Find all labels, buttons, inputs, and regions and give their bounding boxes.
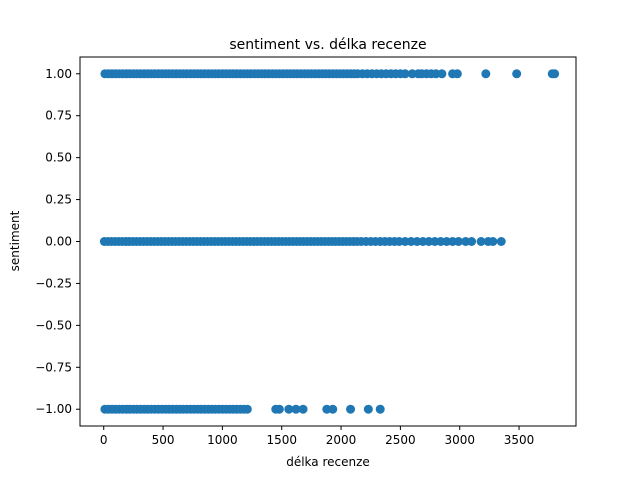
data-point xyxy=(488,237,498,246)
y-tick-label: 0.25 xyxy=(45,193,72,207)
data-point xyxy=(481,69,491,79)
data-point xyxy=(375,404,385,414)
data-point xyxy=(400,69,410,79)
data-point xyxy=(454,237,464,246)
y-tick-label: −0.75 xyxy=(35,360,72,374)
data-point xyxy=(328,404,338,414)
chart-title: sentiment vs. délka recenze xyxy=(229,37,426,53)
x-axis-ticks: 0 500 1000 1500 2000 2500 3000 3500 xyxy=(100,426,534,447)
data-points xyxy=(99,69,560,414)
x-tick-label: 500 xyxy=(152,433,175,447)
x-tick-label: 3500 xyxy=(504,433,535,447)
x-tick-label: 2500 xyxy=(385,433,416,447)
x-axis-label: délka recenze xyxy=(286,455,370,469)
y-tick-label: −1.00 xyxy=(35,402,72,416)
data-point xyxy=(496,237,506,246)
data-point xyxy=(298,404,308,414)
y-tick-label: 1.00 xyxy=(45,67,72,81)
y-tick-label: 0.75 xyxy=(45,109,72,123)
y-tick-label: 0.00 xyxy=(45,235,72,249)
x-tick-label: 0 xyxy=(100,433,108,447)
y-axis-ticks: 1.00 0.75 0.50 0.25 0.00 −0.25 −0.50 −0.75 −1.00 xyxy=(35,67,80,416)
y-axis-label: sentiment xyxy=(8,210,22,271)
x-tick-label: 3000 xyxy=(444,433,475,447)
data-point xyxy=(242,404,252,414)
data-point xyxy=(512,69,522,79)
data-point xyxy=(476,237,486,246)
x-tick-label: 1500 xyxy=(266,433,297,447)
data-point xyxy=(452,69,462,79)
y-tick-label: −0.25 xyxy=(35,276,72,290)
y-tick-label: −0.50 xyxy=(35,318,72,332)
data-point xyxy=(550,69,560,79)
data-point xyxy=(437,69,447,79)
data-point xyxy=(274,404,284,414)
data-point xyxy=(363,404,373,414)
data-point xyxy=(284,404,294,414)
x-tick-label: 2000 xyxy=(326,433,357,447)
x-tick-label: 1000 xyxy=(207,433,238,447)
y-tick-label: 0.50 xyxy=(45,151,72,165)
data-point xyxy=(467,237,477,246)
data-point xyxy=(346,404,356,414)
data-point xyxy=(291,404,301,414)
